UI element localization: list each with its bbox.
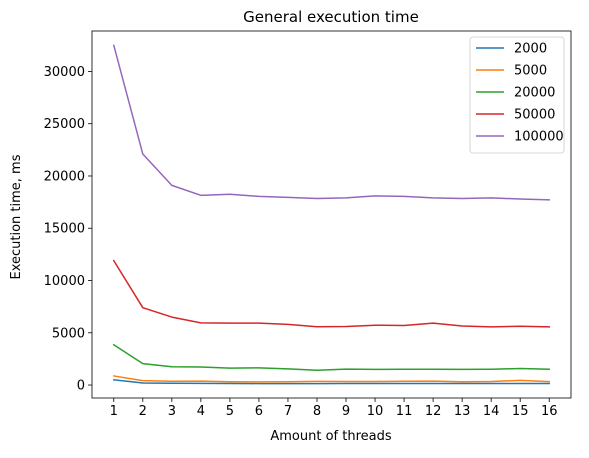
x-tick-label: 13 bbox=[454, 404, 471, 419]
legend-label-20000: 20000 bbox=[514, 86, 555, 101]
legend-box bbox=[469, 36, 565, 154]
x-tick-label: 10 bbox=[367, 404, 384, 419]
y-tick-label: 30000 bbox=[44, 65, 85, 80]
x-axis-label: Amount of threads bbox=[270, 429, 391, 444]
y-tick-label: 5000 bbox=[52, 326, 85, 341]
y-tick-label: 0 bbox=[77, 379, 85, 394]
x-tick-label: 3 bbox=[168, 404, 176, 419]
legend-label-100000: 100000 bbox=[514, 130, 564, 145]
x-tick-label: 12 bbox=[425, 404, 442, 419]
legend-label-5000: 5000 bbox=[514, 64, 547, 79]
x-tick-label: 6 bbox=[255, 404, 263, 419]
legend-label-50000: 50000 bbox=[514, 108, 555, 123]
series-line-50000 bbox=[112, 259, 550, 328]
x-tick-label: 15 bbox=[512, 404, 529, 419]
x-tick-label: 5 bbox=[226, 404, 234, 419]
plot-frame bbox=[91, 30, 572, 399]
chart-title: General execution time bbox=[243, 8, 419, 26]
series-line-20000 bbox=[112, 343, 550, 371]
chart-marks: 1 2 3 4 5 6 7 8 9 10 11 12 13 14 15 1605000100001500020… bbox=[44, 30, 572, 419]
legend-label-2000: 2000 bbox=[514, 42, 547, 57]
series-line-100000 bbox=[112, 44, 551, 201]
x-tick-label: 11 bbox=[396, 404, 413, 419]
y-tick-label: 15000 bbox=[44, 222, 85, 237]
y-tick-label: 25000 bbox=[44, 117, 85, 132]
y-axis-label: Execution time, ms bbox=[9, 154, 24, 279]
x-tick-label: 4 bbox=[197, 404, 205, 419]
series-line-2000 bbox=[112, 378, 550, 385]
x-tick-label: 2 bbox=[139, 404, 147, 419]
y-tick-label: 20000 bbox=[44, 169, 85, 184]
x-tick-label: 7 bbox=[284, 404, 292, 419]
x-tick-label: 8 bbox=[313, 404, 321, 419]
x-tick-label: 14 bbox=[483, 404, 500, 419]
x-tick-label: 1 bbox=[110, 404, 118, 419]
y-tick-label: 10000 bbox=[44, 274, 85, 289]
x-tick-label: 16 bbox=[541, 404, 558, 419]
series-line-5000 bbox=[112, 375, 551, 383]
x-tick-label: 9 bbox=[342, 404, 350, 419]
